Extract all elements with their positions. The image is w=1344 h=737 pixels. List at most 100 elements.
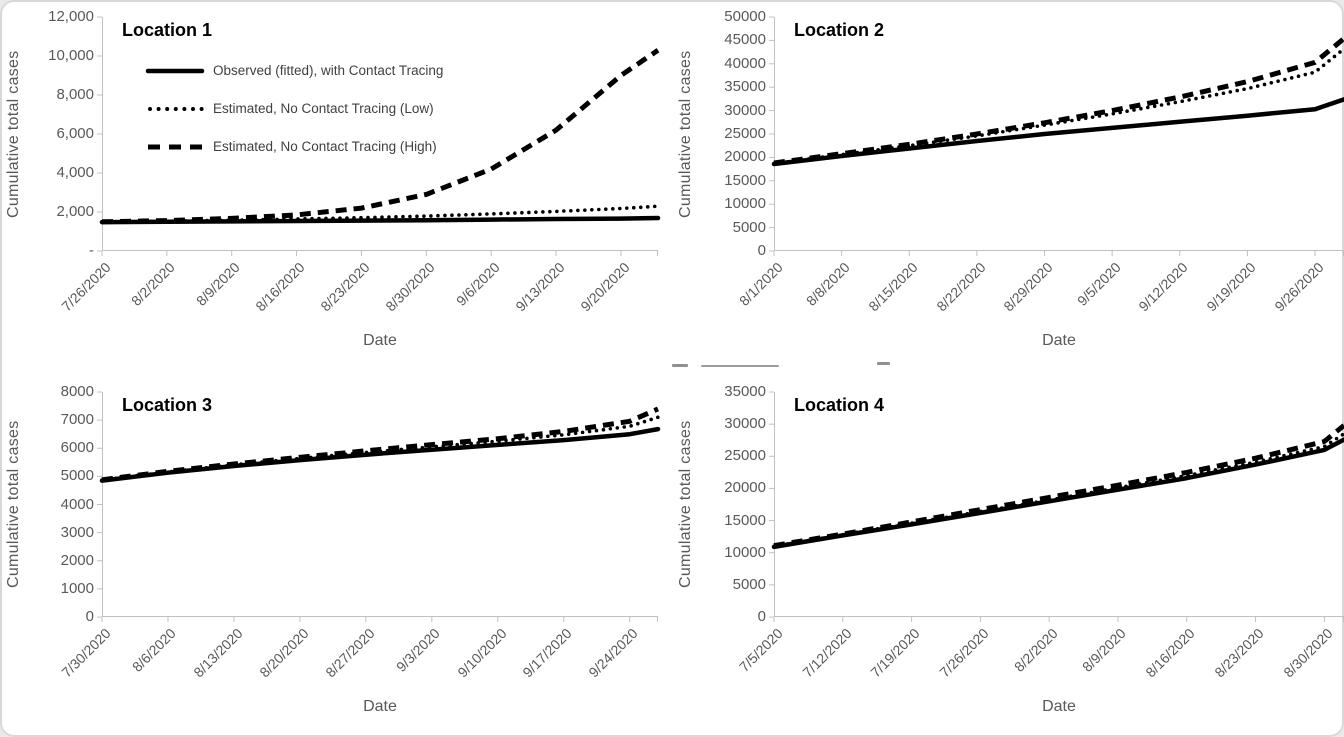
series-line-dashed [101,48,660,225]
y-axis-tick-labels: 50000 45000 40000 35000 30000 25000 20000 15000… [700,8,774,259]
y-tick-label: 35000 [724,383,766,400]
x-tick-label: 7/12/2020 [798,625,855,681]
x-tick-label: 9/24/2020 [585,625,642,681]
y-tick-label: 0 [85,608,94,625]
y-tick-label: 12,000 [48,8,94,25]
y-tick-label: 30000 [724,415,766,433]
y-tick-label: 35000 [724,78,766,96]
y-axis-title: Cumulative total cases [5,420,22,589]
x-tick-label: 9/10/2020 [453,625,510,681]
x-tick-label: 7/26/2020 [936,625,992,681]
x-tick-label: 8/6/2020 [129,625,180,675]
x-tick-label: 8/16/2020 [1142,625,1199,681]
y-tick-label: 2000 [60,551,94,569]
x-tick-label: 9/3/2020 [393,625,444,675]
x-tick-label: 9/20/2020 [576,259,633,315]
y-tick-label: 0 [757,608,766,625]
legend-dashed-line-icon [148,144,202,149]
legend-label: Estimated, No Contact Tracing (High) [213,139,437,154]
legend-dotted-line-icon [148,106,204,111]
x-tick-label: 8/9/2020 [1079,625,1130,675]
legend-item-estimated-low: Estimated, No Contact Tracing (Low) [146,101,443,116]
y-tick-label: 0 [757,242,766,259]
y-tick-label: 8,000 [56,86,94,103]
x-tick-label: 7/5/2020 [735,625,786,675]
x-tick-label: 8/30/2020 [1280,625,1336,681]
x-tick-label: 9/26/2020 [1270,259,1327,315]
series-line-dashed [773,36,1344,166]
x-tick-label: 8/23/2020 [317,259,373,315]
x-axis-title: Date [1042,698,1076,715]
legend-label: Observed (fitted), with Contact Tracing [213,63,444,78]
series-line-solid [771,97,1344,167]
series-line-solid [99,426,661,483]
x-axis-tick-labels: 7/5/2020 7/12/2020 7/19/2020 7/26/2020 8/2/2… [735,617,1344,697]
series-line-dashed [773,423,1344,549]
x-tick-label: 8/2/2020 [128,259,179,309]
legend: Observed (fitted), with Contact Tracing … [145,63,444,154]
crop-artifact-line [877,362,890,365]
x-tick-label: 8/20/2020 [255,625,312,681]
legend-label: Estimated, No Contact Tracing (Low) [213,101,434,116]
y-tick-label: 15000 [724,171,766,189]
y-tick-label: 10,000 [48,47,94,64]
x-axis-title: Date [363,332,397,349]
plot-svg [769,16,1344,256]
x-tick-label: 9/12/2020 [1135,259,1192,315]
chart-title: Location 1 [122,20,213,40]
y-tick-label: 1000 [60,579,94,597]
y-tick-label: 50000 [724,8,766,25]
y-tick-label: 20000 [724,479,766,497]
y-tick-label: 45000 [724,31,766,49]
x-tick-label: 8/2/2020 [1010,625,1061,675]
plot-svg [769,391,1344,622]
x-axis-tick-labels: 7/26/2020 8/2/2020 8/9/2020 8/16/2020 8/23/2… [58,251,658,331]
x-tick-label: 9/5/2020 [1073,259,1124,309]
series-line-dotted [772,431,1344,549]
x-tick-label: 9/19/2020 [1203,259,1259,315]
y-tick-label: 25000 [724,447,766,465]
chart-title: Location 2 [794,20,885,40]
plot-svg [97,16,661,256]
y-tick-label: 5000 [732,575,766,593]
x-tick-label: 8/15/2020 [865,259,921,315]
x-tick-label: 8/23/2020 [1211,625,1267,681]
x-axis-tick-labels: 8/1/2020 8/8/2020 8/15/2020 8/22/2020 8/29/2… [735,251,1344,331]
legend-item-estimated-high: Estimated, No Contact Tracing (High) [146,139,443,154]
y-tick-label: 7000 [60,411,94,429]
x-axis-title: Date [1042,332,1076,349]
y-tick-label: 2,000 [56,203,94,220]
y-axis-title: Cumulative total cases [677,420,694,589]
x-axis-tick-labels: 7/30/2020 8/6/2020 8/13/2020 8/20/2020 8/27/… [58,617,658,697]
chart-title: Location 3 [122,395,213,415]
crop-artifact-line [672,364,688,367]
x-tick-label: 9/6/2020 [452,259,503,309]
y-tick-label: 6000 [60,439,94,457]
x-tick-label: 8/16/2020 [252,259,308,315]
x-tick-label: 9/13/2020 [512,259,568,315]
y-tick-label: 8000 [60,383,94,400]
chart-panel-location-3: Cumulative total cases 8000 7000 6000 5000 4… [0,369,672,737]
x-tick-label: 8/27/2020 [321,625,378,681]
x-tick-label: 7/19/2020 [867,625,923,681]
y-tick-label: 20000 [724,148,766,166]
y-tick-label: 40000 [724,54,766,72]
y-tick-label: 4000 [60,495,94,513]
x-tick-label: 8/13/2020 [189,625,246,681]
chart-title: Location 4 [794,395,885,415]
series-line-dotted [772,46,1344,166]
y-tick-label: 25000 [724,125,766,142]
legend-solid-line-icon [145,68,205,73]
y-axis-title: Cumulative total cases [5,50,22,218]
legend-item-observed: Observed (fitted), with Contact Tracing [145,63,444,78]
y-axis-tick-labels: 12,000 10,000 8,000 6,000 4,000 2,000 - [28,8,102,259]
y-tick-label: - [89,242,94,259]
y-tick-label: 10000 [724,543,766,561]
x-tick-label: 8/1/2020 [735,259,786,309]
x-axis-title: Date [363,698,397,715]
series-line-dashed [101,406,660,483]
x-tick-label: 8/22/2020 [932,259,989,315]
y-tick-label: 4,000 [56,164,94,181]
